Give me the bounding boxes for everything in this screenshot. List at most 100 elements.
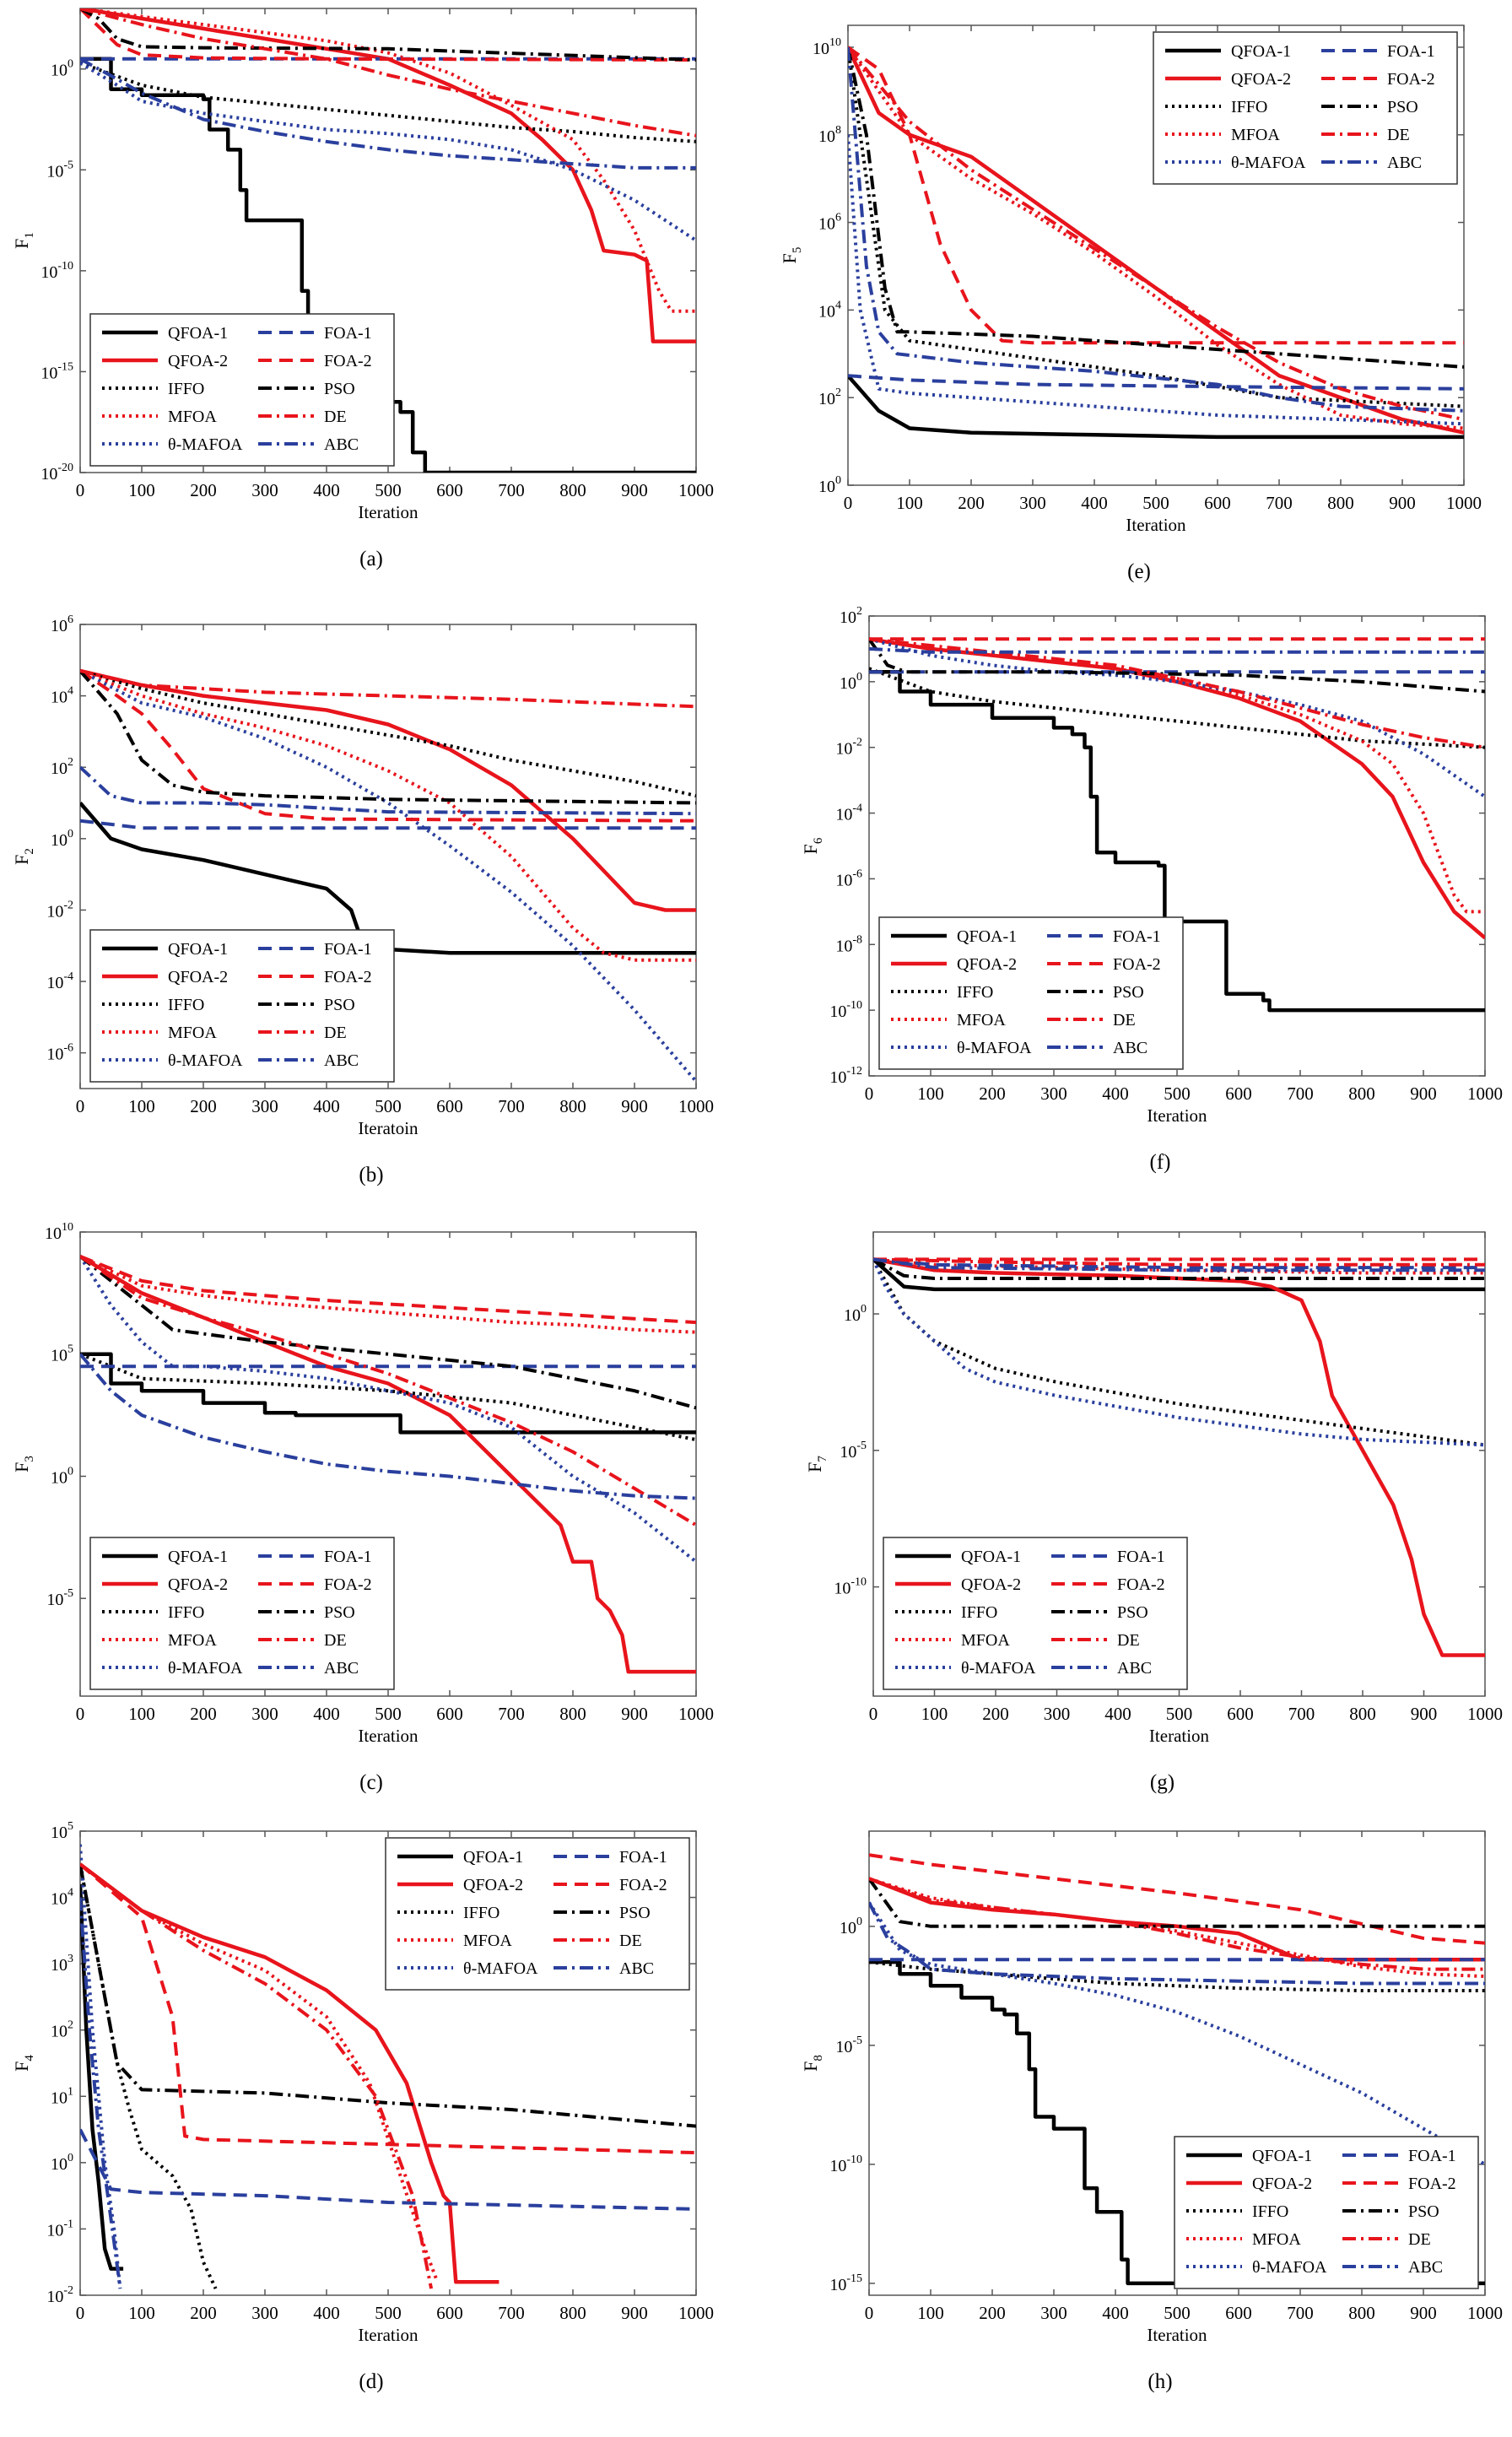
panel-label: (b) — [359, 1164, 383, 1186]
legend-entry: DE — [619, 1932, 642, 1950]
x-tick-label: 1000 — [678, 480, 714, 500]
x-tick-label: 700 — [1288, 1704, 1315, 1724]
y-tick-label: 10-4 — [46, 970, 73, 992]
y-tick-label: 10-10 — [40, 260, 73, 282]
x-tick-label: 600 — [436, 480, 463, 500]
series-line-mfoa — [80, 8, 696, 313]
legend-entry: DE — [1117, 1631, 1140, 1650]
legend-entry: QFOA-2 — [1252, 2175, 1312, 2193]
series-line-abc — [869, 1901, 1485, 1986]
y-axis-label: F1 — [11, 232, 36, 249]
x-tick-label: 800 — [559, 2303, 586, 2323]
y-tick-label: 10-10 — [834, 1576, 867, 1598]
series-line-foa-1 — [848, 374, 1464, 391]
y-tick-label: 102 — [51, 2019, 73, 2041]
legend-entry: PSO — [619, 1904, 651, 1922]
legend-entry: ABC — [1387, 154, 1422, 172]
legend-entry: QFOA-2 — [961, 1575, 1021, 1594]
x-tick-label: 0 — [869, 1704, 878, 1724]
legend-entry: MFOA — [168, 1024, 217, 1042]
x-tick-label: 400 — [313, 2303, 340, 2323]
panel-label: (e) — [1127, 560, 1151, 583]
legend-entry: FOA-2 — [1113, 955, 1161, 974]
legend-entry: FOA-2 — [1117, 1575, 1165, 1594]
y-tick-label: 104 — [51, 685, 73, 707]
y-tick-label: 1010 — [813, 36, 841, 58]
legend-entry: QFOA-1 — [168, 324, 228, 343]
legend-entry: DE — [1408, 2230, 1431, 2249]
chart-panel-h: 0 100 200 300 400 500 600 700 800 900 1000 100 10-5 1… — [800, 1830, 1503, 2393]
x-tick-label: 400 — [1081, 493, 1108, 513]
legend-entry: DE — [1113, 1011, 1136, 1029]
series-line-qfoa-1 — [80, 1883, 124, 2271]
series-line-iffo — [80, 1352, 696, 1442]
x-tick-label: 100 — [128, 2303, 155, 2323]
series-line--mafoa — [869, 1901, 1485, 2166]
panel-label: (d) — [359, 2370, 383, 2393]
x-tick-label: 300 — [251, 1704, 278, 1724]
x-tick-label: 500 — [1166, 1704, 1193, 1724]
legend-entry: IFFO — [463, 1904, 500, 1922]
x-tick-label: 800 — [559, 1704, 586, 1724]
series-line-de — [80, 669, 696, 709]
y-tick-label: 10-5 — [46, 159, 73, 181]
series-line-qfoa-1 — [80, 802, 696, 955]
legend-entry: θ-MAFOA — [1231, 154, 1306, 172]
x-tick-label: 700 — [1266, 493, 1293, 513]
legend-entry: QFOA-2 — [168, 968, 228, 986]
series-line-foa-2 — [848, 46, 1464, 345]
legend-entry: QFOA-1 — [1252, 2147, 1312, 2165]
y-axis-label: F2 — [11, 848, 36, 865]
x-tick-label: 800 — [1348, 1083, 1375, 1104]
x-tick-label: 200 — [190, 1704, 217, 1724]
series-group — [80, 8, 696, 473]
y-tick-label: 10-5 — [835, 2034, 862, 2056]
chart-panel-d: 0 100 200 300 400 500 600 700 800 900 1000 105 104 10… — [11, 1820, 714, 2393]
legend-entry: ABC — [1113, 1039, 1148, 1057]
legend-entry: DE — [324, 1631, 347, 1650]
series-line-abc — [848, 46, 1464, 413]
legend-entry: QFOA-1 — [168, 1548, 228, 1566]
legend-entry: PSO — [324, 996, 355, 1014]
legend-entry: θ-MAFOA — [961, 1659, 1036, 1678]
x-tick-label: 400 — [313, 1096, 340, 1116]
series-line-qfoa-2 — [873, 1257, 1485, 1657]
x-tick-label: 600 — [1204, 493, 1231, 513]
legend-entry: ABC — [619, 1959, 654, 1978]
series-group — [869, 1853, 1485, 2286]
x-tick-label: 0 — [844, 493, 853, 513]
x-tick-label: 600 — [1225, 1083, 1252, 1104]
legend-entry: PSO — [1387, 98, 1418, 116]
series-line-qfoa-1 — [848, 374, 1464, 440]
panel-label: (g) — [1150, 1771, 1174, 1794]
panel-label: (c) — [359, 1771, 383, 1794]
series-line-iffo — [869, 667, 1485, 749]
series-line-abc — [873, 1257, 1485, 1273]
series-line-iffo — [80, 61, 696, 143]
x-tick-label: 900 — [621, 1704, 648, 1724]
x-tick-label: 200 — [979, 2303, 1006, 2323]
legend: QFOA-1 FOA-1 QFOA-2 FOA-2 IFFO PSO MFOA DE θ-MAF… — [878, 916, 1184, 1070]
legend-entry: FOA-2 — [324, 1575, 372, 1594]
x-tick-label: 900 — [1410, 1083, 1437, 1104]
x-tick-label: 800 — [559, 1096, 586, 1116]
legend: QFOA-1 FOA-1 QFOA-2 FOA-2 IFFO PSO MFOA DE θ-MAF… — [1174, 2136, 1479, 2289]
x-tick-label: 1000 — [1467, 1704, 1503, 1724]
series-group — [80, 1844, 696, 2289]
legend-entry: DE — [324, 408, 347, 426]
legend: QFOA-1 FOA-1 QFOA-2 FOA-2 IFFO PSO MFOA DE θ-MAF… — [89, 313, 395, 467]
x-axis-label: Iteration — [1126, 515, 1186, 535]
series-line-de — [869, 1877, 1485, 1971]
legend: QFOA-1 FOA-1 QFOA-2 FOA-2 IFFO PSO MFOA DE θ-MAF… — [883, 1537, 1188, 1690]
x-tick-label: 900 — [1389, 493, 1416, 513]
legend-entry: MFOA — [1252, 2230, 1301, 2249]
legend-entry: ABC — [1408, 2258, 1443, 2277]
chart-panel-b: 0 100 200 300 400 500 600 700 800 900 1000 106 104 10… — [11, 613, 714, 1186]
x-tick-label: 0 — [76, 480, 85, 500]
legend-entry: FOA-2 — [1408, 2175, 1456, 2193]
chart-panel-g: 0 100 200 300 400 500 600 700 800 900 1000 100 10-5 1… — [804, 1231, 1503, 1794]
legend-box — [1174, 2136, 1479, 2289]
y-tick-label: 10-2 — [46, 899, 73, 921]
legend-entry: ABC — [324, 435, 359, 454]
x-tick-label: 700 — [498, 1096, 525, 1116]
